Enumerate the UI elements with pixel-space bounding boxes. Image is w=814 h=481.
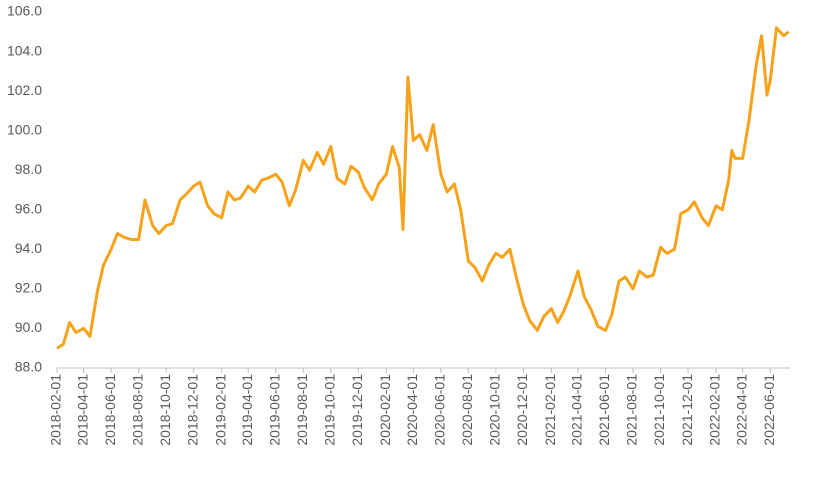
x-tick-label: 2019-06-01 [266,374,282,446]
x-tick-label: 2018-02-01 [48,374,64,446]
x-tick-label: 2020-12-01 [514,374,530,446]
y-tick-label: 94.0 [15,240,42,256]
x-tick-label: 2018-12-01 [184,374,200,446]
x-tick-label: 2019-10-01 [322,374,338,446]
x-tick-label: 2018-06-01 [102,374,118,446]
y-tick-label: 104.0 [7,42,42,58]
line [56,26,790,350]
y-tick-label: 106.0 [7,3,42,19]
y-tick-label: 88.0 [15,359,42,375]
x-tick-label: 2018-10-01 [157,374,173,446]
y-tick-label: 98.0 [15,161,42,177]
x-tick-label: 2019-02-01 [212,374,228,446]
y-tick-label: 92.0 [15,280,42,296]
x-tick-label: 2022-02-01 [707,374,723,446]
x-tick-label: 2019-08-01 [294,374,310,446]
x-tick-label: 2022-06-01 [761,374,777,446]
x-tick-label: 2019-12-01 [349,374,365,446]
x-tick-label: 2020-10-01 [487,374,503,446]
x-tick-label: 2021-02-01 [542,374,558,446]
x-tick-label: 2020-06-01 [432,374,448,446]
x-tick-label: 2018-04-01 [74,374,90,446]
x-tick-label: 2021-08-01 [624,374,640,446]
y-tick-label: 90.0 [15,319,42,335]
x-tick-label: 2018-08-01 [129,374,145,446]
x-tick-label: 2020-08-01 [459,374,475,446]
x-tick-label: 2021-12-01 [679,374,695,446]
x-tick-label: 2021-06-01 [596,374,612,446]
x-tick-label: 2019-04-01 [239,374,255,446]
x-tick-label: 2020-04-01 [404,374,420,446]
y-tick-label: 96.0 [15,200,42,216]
x-tick-label: 2021-04-01 [569,374,585,446]
y-tick-label: 102.0 [7,82,42,98]
y-tick-label: 100.0 [7,121,42,137]
x-tick-label: 2021-10-01 [651,374,667,446]
x-tick-label: 2022-04-01 [733,374,749,446]
x-tick-label: 2020-02-01 [377,374,393,446]
